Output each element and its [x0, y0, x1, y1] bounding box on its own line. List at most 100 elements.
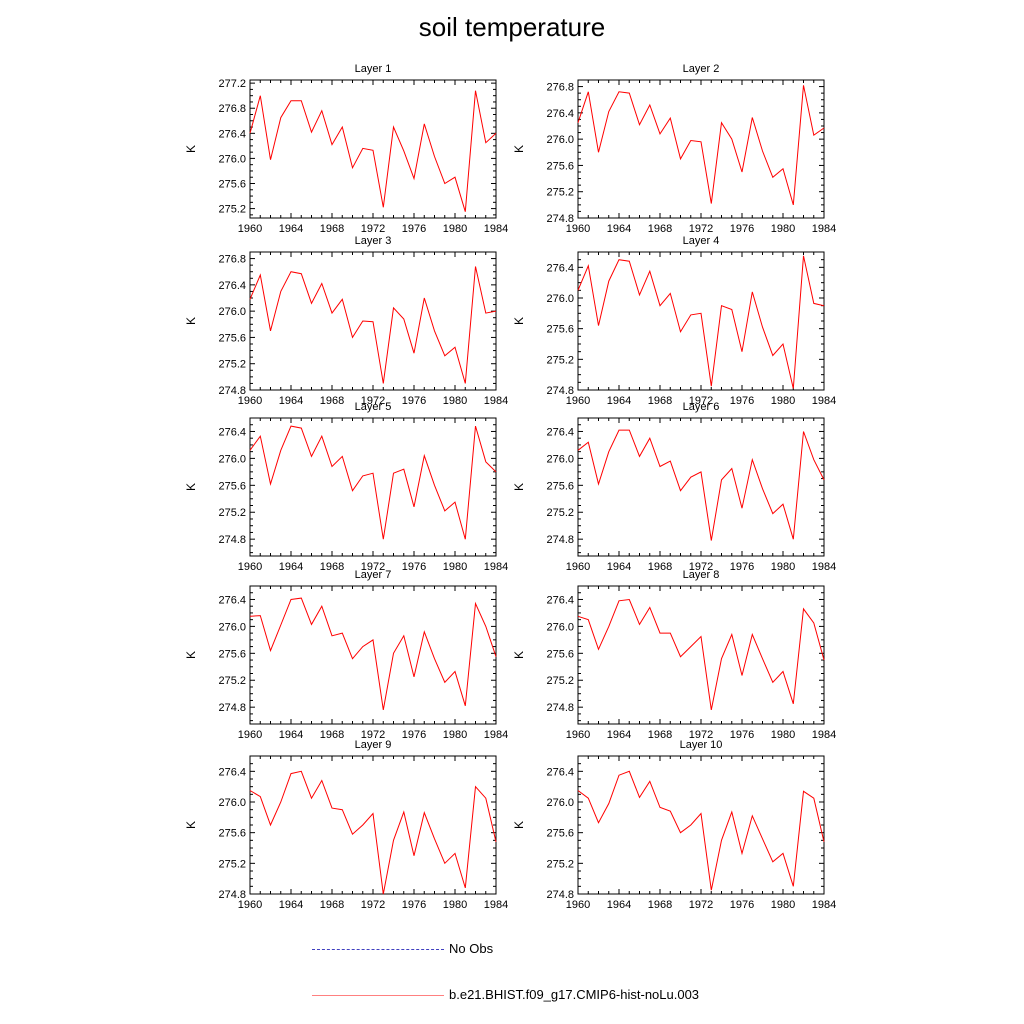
x-tick-label: 1964 — [607, 223, 631, 235]
y-tick-label: 276.4 — [546, 108, 574, 120]
x-tick-label: 1960 — [566, 223, 590, 235]
y-tick-label: 275.6 — [546, 828, 574, 840]
series-line — [577, 85, 825, 206]
y-tick-label: 276.0 — [546, 797, 574, 809]
y-tick-label: 275.2 — [218, 858, 246, 870]
x-tick-label: 1960 — [566, 729, 590, 741]
y-tick-label: 274.8 — [218, 534, 246, 546]
y-tick-label: 276.4 — [218, 426, 246, 438]
panel-layer-1: Layer 1 K 1960 1964 1968 1972 1976 1980 1984 275.… — [184, 63, 508, 235]
y-axis-label: K — [512, 651, 526, 659]
panel-title: Layer 5 — [355, 401, 392, 413]
x-tick-label: 1980 — [771, 899, 795, 911]
y-tick-label: 275.6 — [546, 648, 574, 660]
x-tick-label: 1972 — [689, 899, 713, 911]
panel-title: Layer 8 — [683, 569, 720, 581]
y-tick-label: 275.2 — [218, 675, 246, 687]
x-tick-label: 1972 — [361, 729, 385, 741]
x-tick-label: 1976 — [402, 395, 426, 407]
y-tick-label: 275.2 — [546, 675, 574, 687]
y-tick-label: 276.4 — [218, 594, 246, 606]
x-tick-label: 1984 — [484, 729, 508, 741]
y-tick-label: 274.8 — [546, 534, 574, 546]
y-tick-label: 275.2 — [218, 204, 246, 216]
panel-title: Layer 7 — [355, 569, 392, 581]
y-tick-label: 275.6 — [546, 480, 574, 492]
series-line — [577, 598, 825, 710]
y-tick-label: 275.6 — [218, 828, 246, 840]
x-tick-label: 1980 — [771, 223, 795, 235]
y-axis-label: K — [512, 483, 526, 491]
panel-layer-8: Layer 8 K 1960 1964 1968 1972 1976 1980 1984 274.… — [512, 569, 836, 741]
y-axis-label: K — [184, 317, 198, 325]
x-tick-label: 1984 — [484, 395, 508, 407]
x-tick-label: 1984 — [484, 223, 508, 235]
y-tick-label: 275.2 — [546, 507, 574, 519]
x-tick-label: 1976 — [730, 899, 754, 911]
x-tick-label: 1968 — [320, 395, 344, 407]
x-tick-label: 1972 — [689, 395, 713, 407]
x-tick-label: 1968 — [320, 223, 344, 235]
y-axis-label: K — [184, 483, 198, 491]
x-tick-label: 1984 — [812, 223, 836, 235]
y-tick-label: 277.2 — [218, 78, 246, 90]
x-tick-label: 1968 — [648, 561, 672, 573]
series-line — [577, 770, 825, 891]
y-tick-label: 276.0 — [218, 797, 246, 809]
panel-layer-7: Layer 7 K 1960 1964 1968 1972 1976 1980 1984 274.… — [184, 569, 508, 741]
y-tick-label: 274.8 — [546, 213, 574, 225]
y-tick-label: 275.6 — [218, 480, 246, 492]
panel-layer-4: Layer 4 K 1960 1964 1968 1972 1976 1980 1984 274.… — [512, 235, 836, 407]
y-tick-label: 275.6 — [218, 179, 246, 191]
y-axis-label: K — [512, 145, 526, 153]
x-tick-label: 1980 — [443, 395, 467, 407]
series-line — [249, 425, 497, 540]
series-line — [249, 770, 497, 895]
y-tick-label: 274.8 — [546, 702, 574, 714]
series-line — [249, 90, 497, 212]
y-tick-label: 276.4 — [546, 766, 574, 778]
panel-title: Layer 9 — [355, 739, 392, 751]
plot-frame — [577, 585, 825, 725]
y-axis-label: K — [184, 145, 198, 153]
x-tick-label: 1964 — [279, 223, 303, 235]
panel-layer-6: Layer 6 K 1960 1964 1968 1972 1976 1980 1984 274.… — [512, 401, 836, 573]
y-tick-label: 276.0 — [218, 153, 246, 165]
x-tick-label: 1960 — [238, 395, 262, 407]
x-tick-label: 1960 — [238, 899, 262, 911]
y-tick-label: 274.8 — [218, 385, 246, 397]
x-tick-label: 1984 — [812, 395, 836, 407]
series-line — [577, 429, 825, 541]
x-tick-label: 1972 — [361, 899, 385, 911]
panel-layer-2: Layer 2 K 1960 1964 1968 1972 1976 1980 1984 274.… — [512, 63, 836, 235]
x-tick-label: 1976 — [402, 899, 426, 911]
x-tick-label: 1972 — [689, 223, 713, 235]
y-tick-label: 275.2 — [546, 354, 574, 366]
y-tick-label: 274.8 — [546, 889, 574, 901]
x-tick-label: 1980 — [443, 223, 467, 235]
x-tick-label: 1976 — [730, 729, 754, 741]
x-tick-label: 1984 — [484, 561, 508, 573]
y-tick-label: 275.2 — [546, 858, 574, 870]
x-tick-label: 1968 — [648, 395, 672, 407]
x-tick-label: 1964 — [607, 729, 631, 741]
series-line — [249, 266, 497, 384]
figure-title: soil temperature — [418, 12, 606, 42]
series-line — [249, 597, 497, 710]
x-tick-label: 1964 — [607, 899, 631, 911]
plot-frame — [577, 251, 825, 391]
x-tick-label: 1976 — [402, 729, 426, 741]
x-tick-label: 1960 — [566, 899, 590, 911]
y-tick-label: 276.4 — [546, 426, 574, 438]
x-tick-label: 1972 — [689, 729, 713, 741]
y-axis-label: K — [184, 651, 198, 659]
x-tick-label: 1964 — [279, 899, 303, 911]
y-axis-label: K — [512, 821, 526, 829]
legend-swatch-no-obs — [312, 949, 444, 950]
x-tick-label: 1960 — [238, 561, 262, 573]
x-tick-label: 1972 — [361, 395, 385, 407]
x-tick-label: 1964 — [607, 561, 631, 573]
plot-frame — [249, 417, 497, 557]
y-tick-label: 275.2 — [218, 359, 246, 371]
